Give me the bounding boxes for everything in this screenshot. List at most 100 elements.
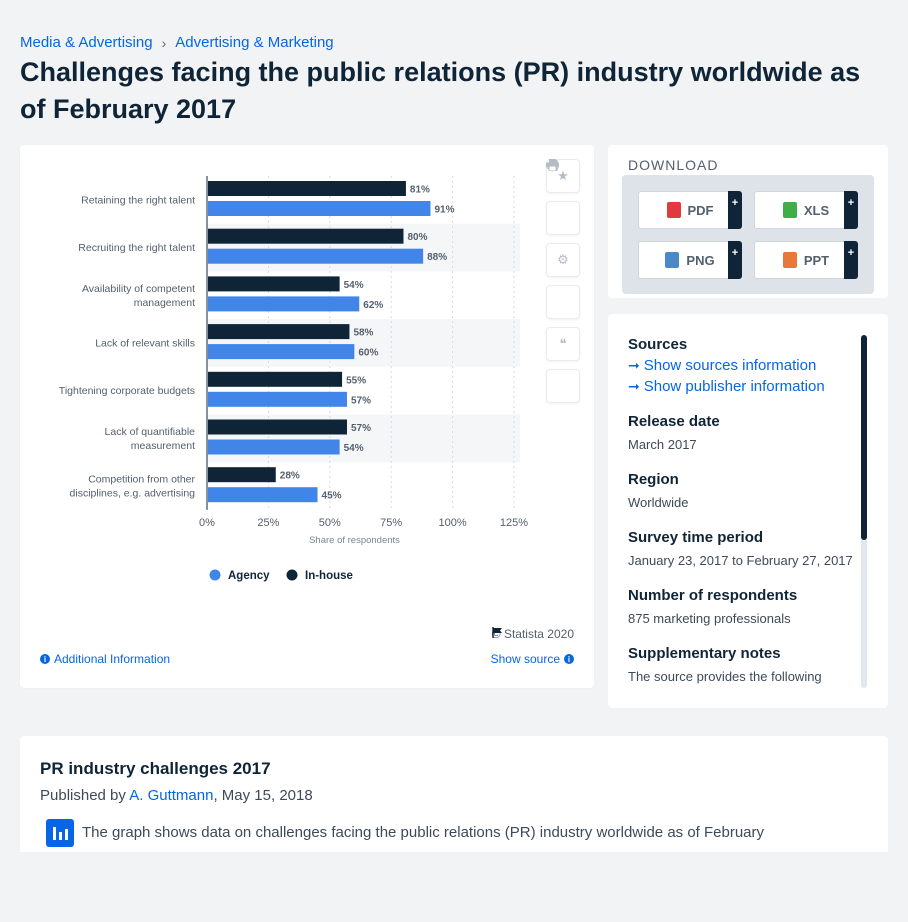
- download-ppt-plus[interactable]: +: [844, 241, 858, 279]
- download-pdf-button[interactable]: PDF: [638, 191, 742, 229]
- info-icon: i: [40, 654, 50, 664]
- additional-information-link[interactable]: i Additional Information: [40, 652, 170, 666]
- category-label: Lack of relevant skills: [95, 337, 195, 349]
- category-label: Availability of competent: [82, 283, 195, 295]
- x-tick-label: 25%: [257, 517, 279, 529]
- bottom-bar: [0, 852, 908, 922]
- show-source-link[interactable]: Show source i: [491, 652, 574, 666]
- region-label: Region: [628, 471, 679, 488]
- category-label: Retaining the right talent: [81, 194, 195, 206]
- bar-agency: [208, 248, 424, 264]
- download-ppt-button[interactable]: PPT: [754, 241, 858, 279]
- x-tick-label: 75%: [380, 517, 402, 529]
- download-xls-label: XLS: [803, 202, 830, 218]
- data-label: 54%: [344, 280, 364, 291]
- details-scrollbar-thumb[interactable]: [861, 335, 867, 540]
- legend-label: In-house: [305, 570, 353, 582]
- download-xls-button[interactable]: XLS: [754, 191, 858, 229]
- author-link[interactable]: A. Guttmann: [129, 787, 214, 804]
- bar-chart: 0% 25% 50% 75% 100% 125% 81% 91% Retaining the r…: [59, 176, 528, 582]
- page-title: Challenges facing the public relations (…: [20, 57, 861, 124]
- arrow-right-icon: ➞: [628, 378, 640, 394]
- category-label: Tightening corporate budgets: [59, 385, 195, 397]
- flag-icon[interactable]: [492, 627, 503, 638]
- x-tick-label: 50%: [319, 517, 341, 529]
- survey-period-value: January 23, 2017 to February 27, 2017: [628, 553, 853, 568]
- data-label: 62%: [363, 300, 383, 311]
- description-text: The graph shows data on challenges facin…: [82, 824, 765, 841]
- data-label: 54%: [344, 443, 364, 454]
- supplementary-notes-label: Supplementary notes: [628, 645, 781, 662]
- bar-inhouse: [208, 181, 406, 196]
- published-prefix: Published by: [40, 787, 126, 804]
- show-sources-link[interactable]: ➞ Show sources information: [628, 357, 858, 374]
- cite-quote-icon[interactable]: ❝: [546, 327, 580, 361]
- download-pdf-label: PDF: [687, 202, 714, 218]
- breadcrumb-separator: ›: [161, 34, 167, 51]
- breadcrumb-item-media[interactable]: Media & Advertising: [20, 34, 153, 51]
- data-label: 57%: [351, 395, 371, 406]
- bar-inhouse: [208, 324, 350, 340]
- breadcrumb-item-advertising[interactable]: Advertising & Marketing: [175, 34, 334, 51]
- info-icon: i: [564, 654, 574, 664]
- published-date: , May 15, 2018: [213, 787, 313, 804]
- copyright: © Statista 2020: [492, 627, 574, 641]
- details-card: Sources ➞ Show sources information ➞ Show …: [608, 314, 888, 708]
- data-label: 45%: [322, 491, 342, 502]
- category-label: disciplines, e.g. advertising: [70, 488, 196, 500]
- published-by: Published by A. Guttmann, May 15, 2018: [40, 787, 313, 804]
- chart-tools: ★ ⚙ ❝: [546, 159, 580, 403]
- show-publisher-link[interactable]: ➞ Show publisher information: [628, 378, 858, 395]
- download-pdf-plus[interactable]: +: [728, 191, 742, 229]
- data-label: 60%: [358, 348, 378, 359]
- release-date-label: Release date: [628, 413, 720, 430]
- copyright-text: © Statista 2020: [491, 627, 574, 641]
- bar-agency: [208, 296, 360, 312]
- settings-gear-icon[interactable]: ⚙: [546, 243, 580, 277]
- category-label: management: [134, 297, 195, 309]
- sources-label: Sources: [628, 336, 688, 353]
- details-scroll-area[interactable]: Sources ➞ Show sources information ➞ Show …: [628, 336, 858, 698]
- share-icon[interactable]: [546, 160, 580, 319]
- download-png-button[interactable]: PNG: [638, 241, 742, 279]
- legend-swatch: [209, 569, 221, 581]
- legend-label: Agency: [228, 570, 270, 582]
- download-ppt-label: PPT: [803, 252, 830, 268]
- x-tick-label: 100%: [439, 517, 467, 529]
- ppt-icon: [782, 252, 797, 268]
- respondents-label: Number of respondents: [628, 587, 798, 604]
- download-png-label: PNG: [686, 252, 715, 268]
- category-label: Lack of quantifiable: [105, 426, 196, 438]
- bar-agency: [208, 391, 347, 407]
- data-label: 55%: [346, 375, 366, 386]
- bar-inhouse: [208, 419, 347, 435]
- arrow-right-icon: ➞: [628, 357, 640, 373]
- show-publisher-label: Show publisher information: [643, 378, 825, 395]
- download-xls-plus[interactable]: +: [844, 191, 858, 229]
- download-title: DOWNLOAD: [628, 157, 719, 173]
- legend-swatch: [286, 569, 298, 581]
- data-label: 81%: [410, 185, 430, 196]
- bar-chart-icon: [46, 819, 74, 847]
- data-label: 80%: [407, 232, 427, 243]
- bar-agency: [208, 201, 431, 216]
- release-date-value: March 2017: [628, 437, 697, 452]
- png-icon: [665, 252, 680, 268]
- bar-agency: [208, 487, 318, 503]
- pdf-icon: [666, 202, 681, 218]
- xls-icon: [782, 202, 797, 218]
- category-label: Competition from other: [88, 474, 195, 486]
- category-label: measurement: [131, 440, 195, 452]
- bar-inhouse: [208, 467, 276, 483]
- description-title: PR industry challenges 2017: [40, 759, 271, 778]
- region-value: Worldwide: [628, 495, 689, 510]
- notification-bell-icon[interactable]: [546, 160, 580, 235]
- bar-agency: [208, 439, 340, 455]
- print-icon[interactable]: [546, 159, 580, 403]
- download-png-plus[interactable]: +: [728, 241, 742, 279]
- x-tick-label: 0%: [199, 517, 215, 529]
- breadcrumb: Media & Advertising › Advertising & Mark…: [20, 34, 334, 51]
- data-label: 58%: [353, 328, 373, 339]
- bar-inhouse: [208, 371, 343, 387]
- bar-inhouse: [208, 276, 340, 292]
